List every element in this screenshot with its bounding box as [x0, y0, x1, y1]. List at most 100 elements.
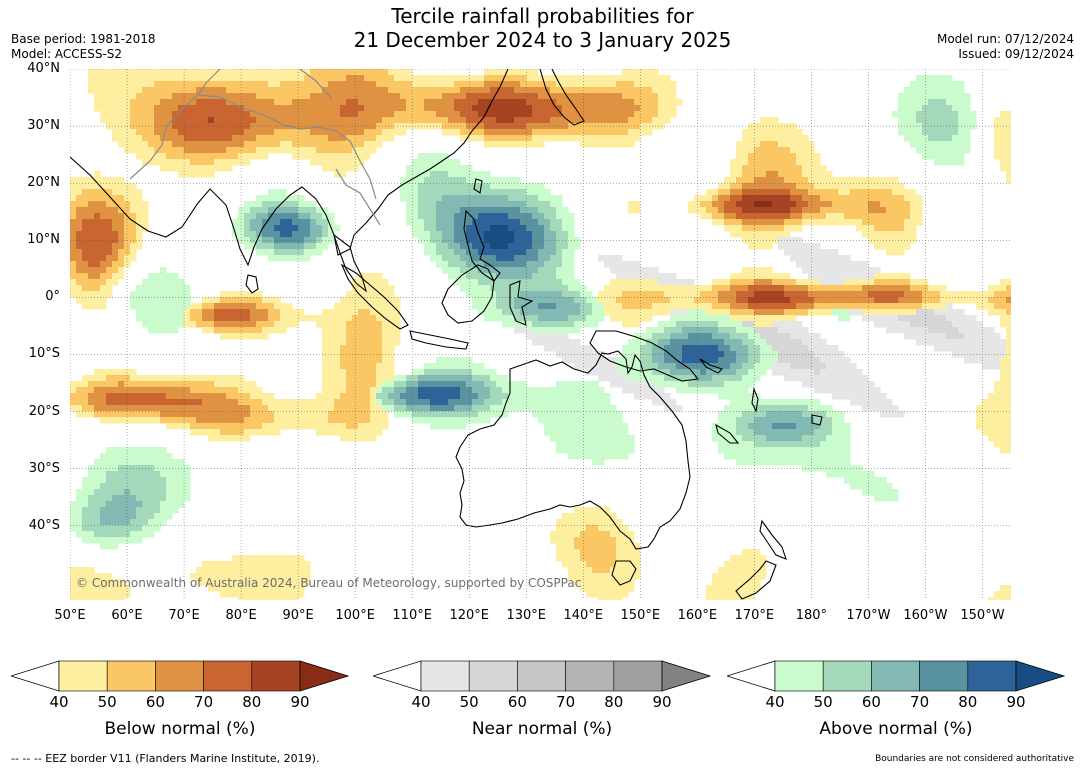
probability-cell — [514, 231, 521, 238]
probability-cell — [250, 303, 257, 310]
probability-cell — [298, 75, 305, 82]
probability-cell — [136, 405, 143, 412]
probability-cell — [148, 285, 155, 292]
probability-cell — [574, 309, 581, 316]
probability-cell — [202, 399, 209, 406]
probability-cell — [790, 297, 797, 304]
probability-cell — [748, 171, 755, 178]
probability-cell — [868, 315, 875, 322]
probability-cell — [256, 321, 263, 328]
probability-cell — [166, 135, 173, 142]
base-period: Base period: 1981-2018 — [11, 32, 156, 46]
probability-cell — [904, 309, 911, 316]
probability-cell — [904, 129, 911, 136]
probability-cell — [484, 105, 491, 112]
probability-cell — [268, 249, 275, 256]
probability-cell — [550, 225, 557, 232]
probability-cell — [172, 93, 179, 100]
probability-cell — [658, 363, 665, 370]
probability-cell — [526, 141, 533, 148]
probability-cell — [358, 147, 365, 154]
probability-cell — [208, 117, 215, 124]
probability-cell — [958, 333, 965, 340]
probability-cell — [184, 297, 191, 304]
probability-cell — [544, 315, 551, 322]
probability-cell — [274, 309, 281, 316]
probability-cell — [424, 75, 431, 82]
probability-cell — [112, 267, 119, 274]
probability-cell — [178, 69, 185, 76]
probability-cell — [490, 99, 497, 106]
probability-cell — [478, 261, 485, 268]
probability-cell — [634, 285, 641, 292]
probability-cell — [178, 381, 185, 388]
probability-cell — [496, 225, 503, 232]
probability-cell — [364, 117, 371, 124]
probability-cell — [442, 207, 449, 214]
probability-cell — [574, 87, 581, 94]
probability-cell — [94, 99, 101, 106]
probability-cell — [874, 321, 881, 328]
probability-cell — [964, 99, 971, 106]
probability-cell — [94, 279, 101, 286]
probability-cell — [772, 285, 779, 292]
probability-cell — [652, 117, 659, 124]
probability-cell — [652, 87, 659, 94]
probability-cell — [262, 393, 269, 400]
probability-cell — [532, 117, 539, 124]
probability-cell — [640, 375, 647, 382]
probability-cell — [904, 195, 911, 202]
probability-cell — [442, 243, 449, 250]
probability-cell — [562, 339, 569, 346]
probability-cell — [424, 105, 431, 112]
probability-cell — [1006, 135, 1011, 142]
probability-cell — [256, 297, 263, 304]
probability-cell — [340, 315, 347, 322]
probability-cell — [844, 387, 851, 394]
probability-cell — [928, 75, 935, 82]
probability-cell — [286, 213, 293, 220]
probability-cell — [766, 321, 773, 328]
probability-cell — [790, 243, 797, 250]
probability-cell — [736, 195, 743, 202]
probability-cell — [472, 279, 479, 286]
probability-cell — [514, 129, 521, 136]
probability-cell — [376, 375, 383, 382]
probability-cell — [820, 213, 827, 220]
probability-cell — [148, 405, 155, 412]
probability-cell — [754, 201, 761, 208]
probability-cell — [514, 327, 521, 334]
probability-cell — [160, 297, 167, 304]
probability-cell — [628, 315, 635, 322]
probability-cell — [910, 291, 917, 298]
probability-cell — [628, 357, 635, 364]
probability-cell — [514, 93, 521, 100]
probability-cell — [496, 303, 503, 310]
probability-cell — [778, 399, 785, 406]
probability-cell — [526, 279, 533, 286]
probability-cell — [328, 153, 335, 160]
probability-cell — [718, 285, 725, 292]
probability-cell — [532, 309, 539, 316]
probability-cell — [784, 303, 791, 310]
probability-cell — [862, 207, 869, 214]
probability-cell — [886, 243, 893, 250]
probability-cell — [340, 387, 347, 394]
probability-cell — [76, 393, 83, 400]
probability-cell — [370, 279, 377, 286]
probability-cell — [964, 93, 971, 100]
probability-cell — [400, 105, 407, 112]
probability-cell — [724, 291, 731, 298]
probability-cell — [358, 369, 365, 376]
probability-cell — [928, 87, 935, 94]
probability-cell — [748, 159, 755, 166]
probability-cell — [106, 207, 113, 214]
probability-cell — [604, 93, 611, 100]
probability-cell — [478, 201, 485, 208]
probability-cell — [484, 111, 491, 118]
probability-cell — [832, 387, 839, 394]
probability-cell — [484, 243, 491, 250]
probability-cell — [952, 141, 959, 148]
probability-cell — [898, 117, 905, 124]
probability-cell — [664, 81, 671, 88]
